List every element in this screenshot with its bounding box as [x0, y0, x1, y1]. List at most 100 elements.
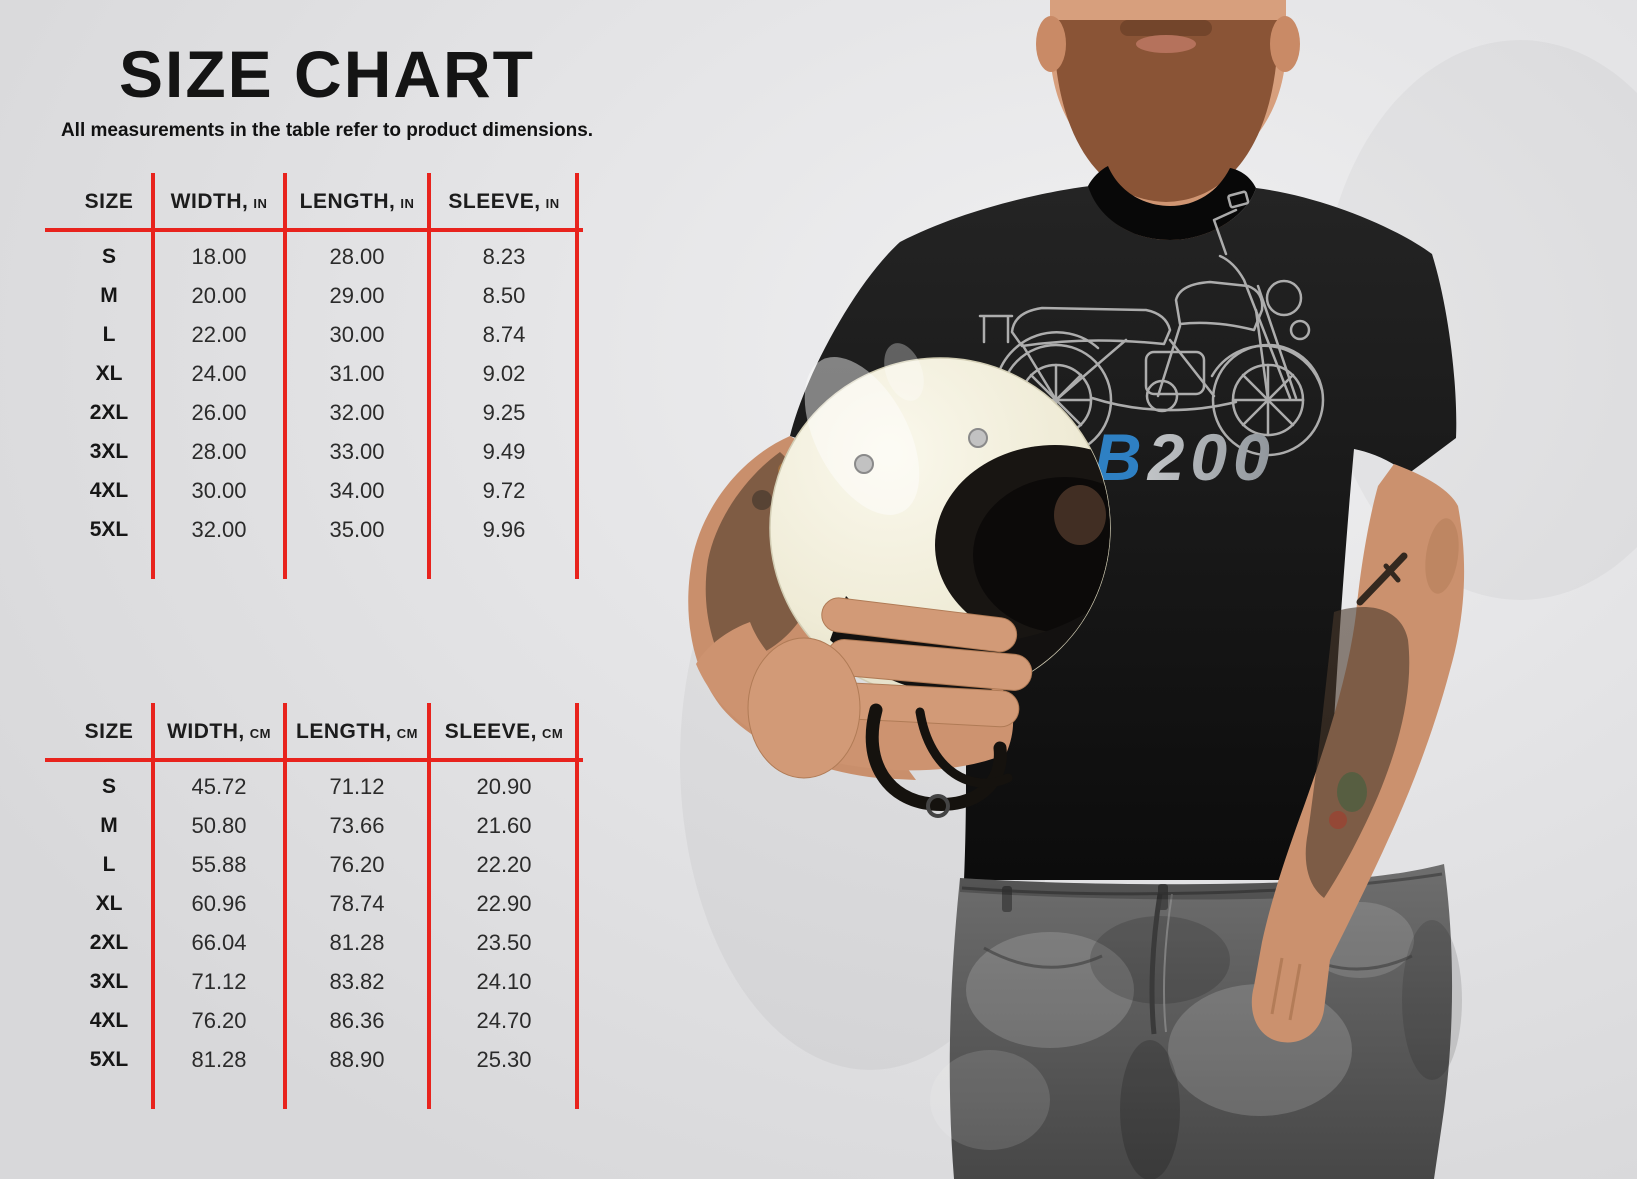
sleeve-value: 9.25 [482, 399, 526, 425]
table-divider [427, 703, 431, 1109]
sleeve-value: 22.20 [476, 851, 532, 877]
width-value: 28.00 [191, 438, 247, 464]
ear [1270, 16, 1300, 72]
length-value: 76.20 [329, 851, 385, 877]
size-label: 5XL [89, 1047, 129, 1071]
width-value: 30.00 [191, 477, 247, 503]
size-table-inches: SIZE WIDTH, IN LENGTH, IN SLEEVE, IN S 18.00… [45, 173, 583, 579]
column-header-label: SIZE [84, 719, 134, 743]
table-body: S 45.72 71.12 20.90 M 50.80 73.66 21.60 L 55.88… [47, 767, 579, 1079]
size-label: 3XL [89, 439, 129, 463]
column-header-width: WIDTH, CM [153, 720, 285, 744]
table-divider [283, 173, 287, 579]
length-value: 29.00 [329, 282, 385, 308]
size-label: 4XL [89, 478, 129, 502]
table-row: 3XL 28.00 33.00 9.49 [47, 432, 579, 471]
width-value: 50.80 [191, 812, 247, 838]
sleeve-value: 24.10 [476, 968, 532, 994]
size-label: 5XL [89, 517, 129, 541]
column-header-sleeve: SLEEVE, IN [429, 190, 579, 214]
column-header-label: WIDTH, [167, 719, 245, 743]
sleeve-value: 21.60 [476, 812, 532, 838]
table-divider [575, 173, 579, 579]
column-header-label: LENGTH, [299, 189, 396, 213]
table-divider [283, 703, 287, 1109]
size-label: XL [95, 891, 123, 915]
table-row: 2XL 26.00 32.00 9.25 [47, 393, 579, 432]
column-header-length: LENGTH, IN [285, 190, 429, 214]
size-table-centimeters: SIZE WIDTH, CM LENGTH, CM SLEEVE, CM S 45.72… [45, 703, 583, 1109]
length-value: 73.66 [329, 812, 385, 838]
model-head [1036, 0, 1300, 240]
width-value: 32.00 [191, 516, 247, 542]
beard [1053, 20, 1279, 202]
length-value: 71.12 [329, 773, 385, 799]
table-body: S 18.00 28.00 8.23 M 20.00 29.00 8.50 L 22.00 30… [47, 237, 579, 549]
sleeve-value: 8.74 [482, 321, 526, 347]
tattooed-right-arm [1251, 464, 1465, 1043]
table-row: 2XL 66.04 81.28 23.50 [47, 923, 579, 962]
column-header-label: SLEEVE, [448, 189, 541, 213]
table-row: XL 24.00 31.00 9.02 [47, 354, 579, 393]
length-value: 34.00 [329, 477, 385, 503]
width-value: 76.20 [191, 1007, 247, 1033]
sleeve-value: 20.90 [476, 773, 532, 799]
length-value: 83.82 [329, 968, 385, 994]
width-value: 24.00 [191, 360, 247, 386]
width-value: 66.04 [191, 929, 247, 955]
table-divider [575, 703, 579, 1109]
table-row: 5XL 32.00 35.00 9.96 [47, 510, 579, 549]
ear [1036, 16, 1066, 72]
table-row: M 50.80 73.66 21.60 [47, 806, 579, 845]
length-value: 30.00 [329, 321, 385, 347]
column-header-size: SIZE [47, 720, 153, 744]
table-header-row: SIZE WIDTH, CM LENGTH, CM SLEEVE, CM [47, 703, 579, 760]
length-value: 81.28 [329, 929, 385, 955]
jeans-fly-seam [1149, 893, 1163, 1035]
column-header-width: WIDTH, IN [153, 190, 285, 214]
sleeve-value: 9.02 [482, 360, 526, 386]
dagger-tattoo [1356, 552, 1408, 606]
lips [1136, 35, 1196, 53]
table-row: XL 60.96 78.74 22.90 [47, 884, 579, 923]
length-value: 32.00 [329, 399, 385, 425]
table-row: 5XL 81.28 88.90 25.30 [47, 1040, 579, 1079]
size-label: S [101, 774, 116, 798]
column-header-length: LENGTH, CM [285, 720, 429, 744]
helmet-rivet [854, 454, 874, 474]
table-row: L 55.88 76.20 22.20 [47, 845, 579, 884]
header-underline [45, 228, 583, 232]
length-value: 78.74 [329, 890, 385, 916]
size-label: S [101, 244, 116, 268]
size-label: M [100, 283, 118, 307]
sleeve-value: 22.90 [476, 890, 532, 916]
size-label: 2XL [89, 400, 129, 424]
width-value: 22.00 [191, 321, 247, 347]
width-value: 20.00 [191, 282, 247, 308]
helmet-rivet [968, 428, 988, 448]
table-divider [151, 173, 155, 579]
table-row: S 45.72 71.12 20.90 [47, 767, 579, 806]
table-row: S 18.00 28.00 8.23 [47, 237, 579, 276]
size-label: L [102, 322, 116, 346]
width-value: 26.00 [191, 399, 247, 425]
sleeve-value: 9.72 [482, 477, 526, 503]
table-row: L 22.00 30.00 8.74 [47, 315, 579, 354]
size-label: 4XL [89, 1008, 129, 1032]
sleeve-value: 23.50 [476, 929, 532, 955]
mustache [1120, 20, 1212, 36]
width-value: 55.88 [191, 851, 247, 877]
column-header-label: SIZE [84, 189, 134, 213]
helmet-strap [865, 703, 1013, 818]
sleeve-value: 8.50 [482, 282, 526, 308]
sleeve-value: 8.23 [482, 243, 526, 269]
gray-jeans [930, 864, 1462, 1179]
size-label: XL [95, 361, 123, 385]
column-header-label: SLEEVE, [444, 719, 537, 743]
table-divider [151, 703, 155, 1109]
length-value: 33.00 [329, 438, 385, 464]
size-label: 3XL [89, 969, 129, 993]
column-header-unit: IN [400, 195, 415, 211]
column-header-label: WIDTH, [170, 189, 249, 213]
